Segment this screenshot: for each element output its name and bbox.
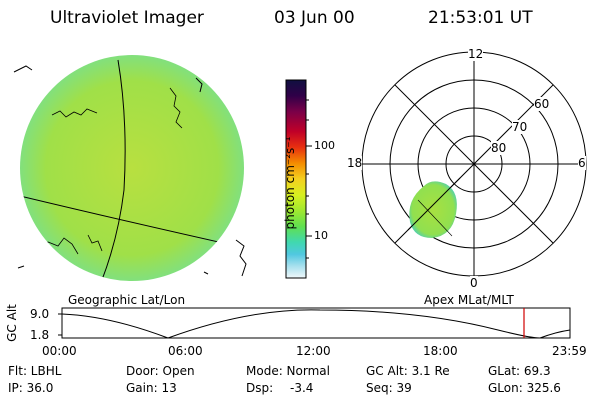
- footer-filter: Flt: LBHL: [8, 364, 62, 378]
- colorbar-unit-label: photon cm⁻²s⁻¹: [283, 136, 297, 230]
- orbit-ytick-1-8: 1.8: [30, 328, 50, 342]
- footer-ip: IP: 36.0: [8, 381, 54, 395]
- colorbar-tick-100: 100: [314, 139, 335, 152]
- footer-gc-alt: GC Alt: 3.1 Re: [366, 364, 450, 378]
- footer-gain: Gain: 13: [126, 381, 177, 395]
- footer-seq: Seq: 39: [366, 381, 412, 395]
- orbit-xtick-1200: 12:00: [296, 344, 331, 358]
- time-label: 21:53:01 UT: [428, 8, 533, 28]
- footer-mode: Mode: Normal: [246, 364, 330, 378]
- mlt-label-18: 18: [347, 156, 363, 170]
- mlt-label-6: 6: [578, 156, 586, 170]
- orbit-ytick-9: 9.0: [30, 307, 50, 321]
- footer-glon: GLon: 325.6: [488, 381, 561, 395]
- date-label: 03 Jun 00: [274, 8, 355, 28]
- mlat-label-60: 60: [534, 97, 550, 111]
- orbit-ylabel: GC Alt: [5, 304, 19, 342]
- orbit-xtick-0600: 06:00: [168, 344, 203, 358]
- polar-mlat-mlt-plot: [361, 51, 587, 277]
- mlat-label-70: 70: [512, 120, 528, 134]
- mlt-label-12: 12: [468, 47, 484, 61]
- mlat-label-80: 80: [491, 141, 507, 155]
- intensity-colorbar: [285, 79, 312, 279]
- footer-door: Door: Open: [126, 364, 195, 378]
- footer-dsp-label: Dsp:: [246, 381, 274, 395]
- orbit-xtick-1800: 18:00: [423, 344, 458, 358]
- auroral-oval-image: [407, 177, 461, 238]
- apex-caption: Apex MLat/MLT: [424, 293, 514, 307]
- mlt-label-0: 0: [470, 276, 478, 290]
- footer-glat: GLat: 69.3: [488, 364, 551, 378]
- instrument-title: Ultraviolet Imager: [50, 8, 204, 28]
- orbit-xtick-2359: 23:59: [552, 344, 587, 358]
- footer-dsp-value: -3.4: [290, 381, 314, 395]
- geographic-disk-image: [13, 55, 247, 281]
- geographic-caption: Geographic Lat/Lon: [68, 293, 186, 307]
- colorbar-tick-10: 10: [314, 229, 328, 242]
- orbit-altitude-plot: [58, 307, 571, 339]
- orbit-xtick-0000: 00:00: [42, 344, 77, 358]
